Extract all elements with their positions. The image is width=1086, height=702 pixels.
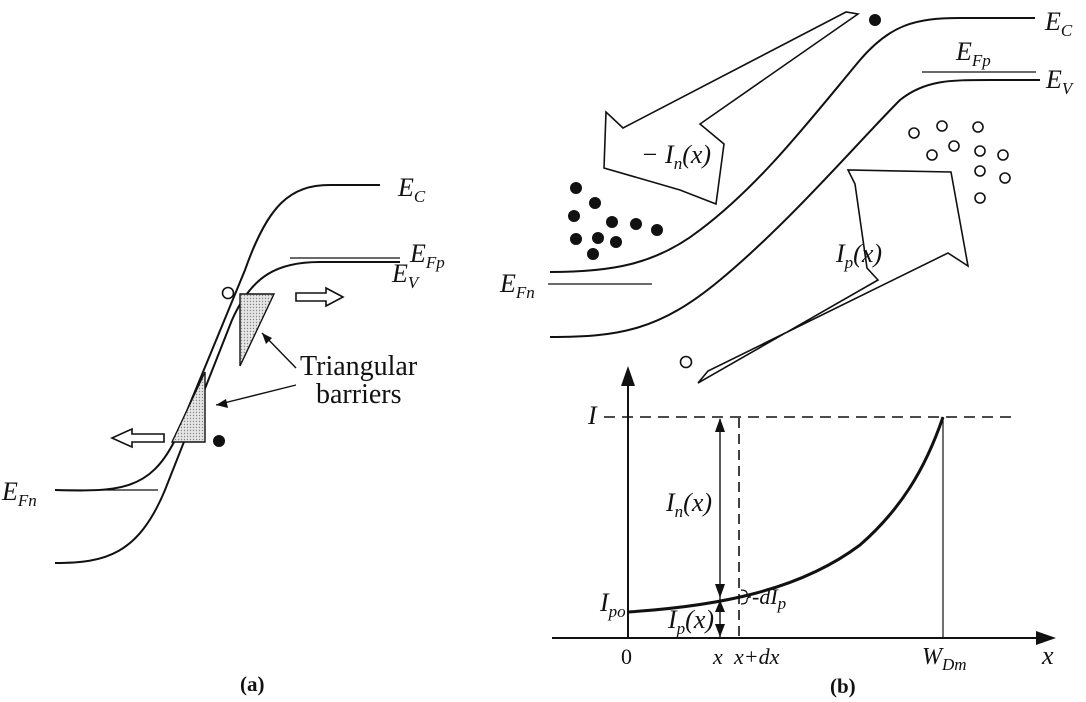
- a-pointer-to-left-barrier: [215, 384, 297, 406]
- b-label-ev: EV: [1045, 65, 1075, 98]
- panel-a: Triangular barriers EC EFp EV EFn (a): [1, 173, 445, 696]
- a-ev-band: [54, 261, 400, 564]
- a-barrier-label-line1: Triangular: [300, 351, 418, 382]
- a-electron: [213, 435, 225, 447]
- panel-b-graph: I Ipo In(x) Ip(x) -dIp 0 x x+dx WDm x (b…: [552, 366, 1056, 698]
- b-ev-band: [549, 79, 1040, 338]
- b-tick-0: 0: [621, 644, 632, 669]
- b-label-in-arrow: − In(x): [641, 140, 711, 173]
- b-hole-cluster: [908, 120, 1011, 204]
- b-in-arrow-up: [715, 418, 725, 432]
- a-barrier-label-line2: barriers: [316, 379, 402, 410]
- b-label-efp: EFp: [955, 37, 991, 70]
- b-electron-cluster: [568, 182, 663, 260]
- a-label-ec: EC: [397, 173, 426, 206]
- b-hole-current-curve: [627, 416, 945, 614]
- b-ec-band: [549, 17, 1035, 273]
- b-hole-current-arrow: [697, 169, 970, 384]
- b-label-dip: -dIp: [752, 584, 786, 613]
- a-hollow-arrow-left: [110, 427, 165, 449]
- a-label-efn: EFn: [1, 477, 37, 510]
- b-in-arrow-down: [715, 584, 725, 598]
- b-y-axis-arrowhead: [621, 366, 635, 386]
- b-label-ipo: Ipo: [599, 588, 626, 621]
- a-hollow-arrow-right: [295, 286, 345, 308]
- b-tick-x-plus-dx: x+dx: [733, 644, 780, 669]
- b-x-axis-arrowhead: [1036, 631, 1056, 645]
- b-dip-brace: [740, 589, 752, 605]
- b-label-ec: EC: [1044, 7, 1073, 40]
- b-label-in-x: In(x): [665, 488, 712, 521]
- a-triangular-barrier-left: [170, 371, 206, 443]
- a-ec-band: [54, 184, 380, 492]
- a-triangular-barrier-right: [239, 293, 276, 367]
- b-hole-bottom: [679, 355, 693, 369]
- b-label-total-current: I: [587, 401, 598, 430]
- b-ip-arrow-up: [715, 600, 725, 612]
- b-electron-current-arrow: [603, 11, 861, 206]
- a-label-ev: EV: [391, 259, 421, 292]
- panel-b-bands: − In(x) Ip(x) EC: [499, 7, 1075, 384]
- b-label-ip-arrow: Ip(x): [835, 239, 882, 272]
- b-ip-arrow-down: [715, 624, 725, 637]
- b-electron-top: [869, 14, 881, 26]
- b-tick-wdm: WDm: [922, 644, 967, 674]
- b-tick-x: x: [712, 644, 723, 669]
- b-label-efn: EFn: [499, 269, 535, 302]
- a-hole: [221, 286, 235, 300]
- b-label-ip-x: Ip(x): [667, 605, 714, 638]
- a-caption: (a): [240, 672, 265, 696]
- a-label-efp: EFp: [409, 239, 445, 272]
- b-x-axis-label: x: [1041, 641, 1054, 670]
- b-caption: (b): [830, 674, 856, 698]
- a-pointer-head-right: [262, 333, 272, 344]
- a-pointer-head-left: [216, 399, 228, 408]
